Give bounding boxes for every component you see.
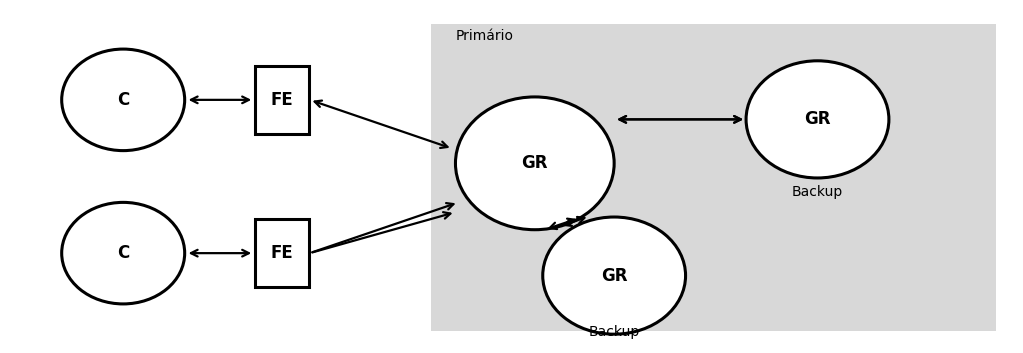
Text: FE: FE bbox=[270, 244, 294, 262]
Text: Backup: Backup bbox=[588, 325, 639, 339]
Text: GR: GR bbox=[804, 110, 831, 128]
Text: GR: GR bbox=[522, 154, 548, 172]
Text: GR: GR bbox=[601, 267, 627, 285]
Text: C: C bbox=[117, 244, 129, 262]
Text: FE: FE bbox=[270, 91, 294, 109]
Ellipse shape bbox=[746, 61, 889, 178]
Text: Primário: Primário bbox=[455, 29, 514, 43]
Bar bbox=[255, 66, 309, 134]
Bar bbox=[255, 219, 309, 287]
Ellipse shape bbox=[455, 97, 614, 230]
Text: C: C bbox=[117, 91, 129, 109]
Ellipse shape bbox=[543, 217, 685, 334]
Ellipse shape bbox=[61, 49, 185, 151]
Bar bbox=[431, 24, 996, 331]
Text: Backup: Backup bbox=[792, 185, 843, 199]
Ellipse shape bbox=[61, 202, 185, 304]
